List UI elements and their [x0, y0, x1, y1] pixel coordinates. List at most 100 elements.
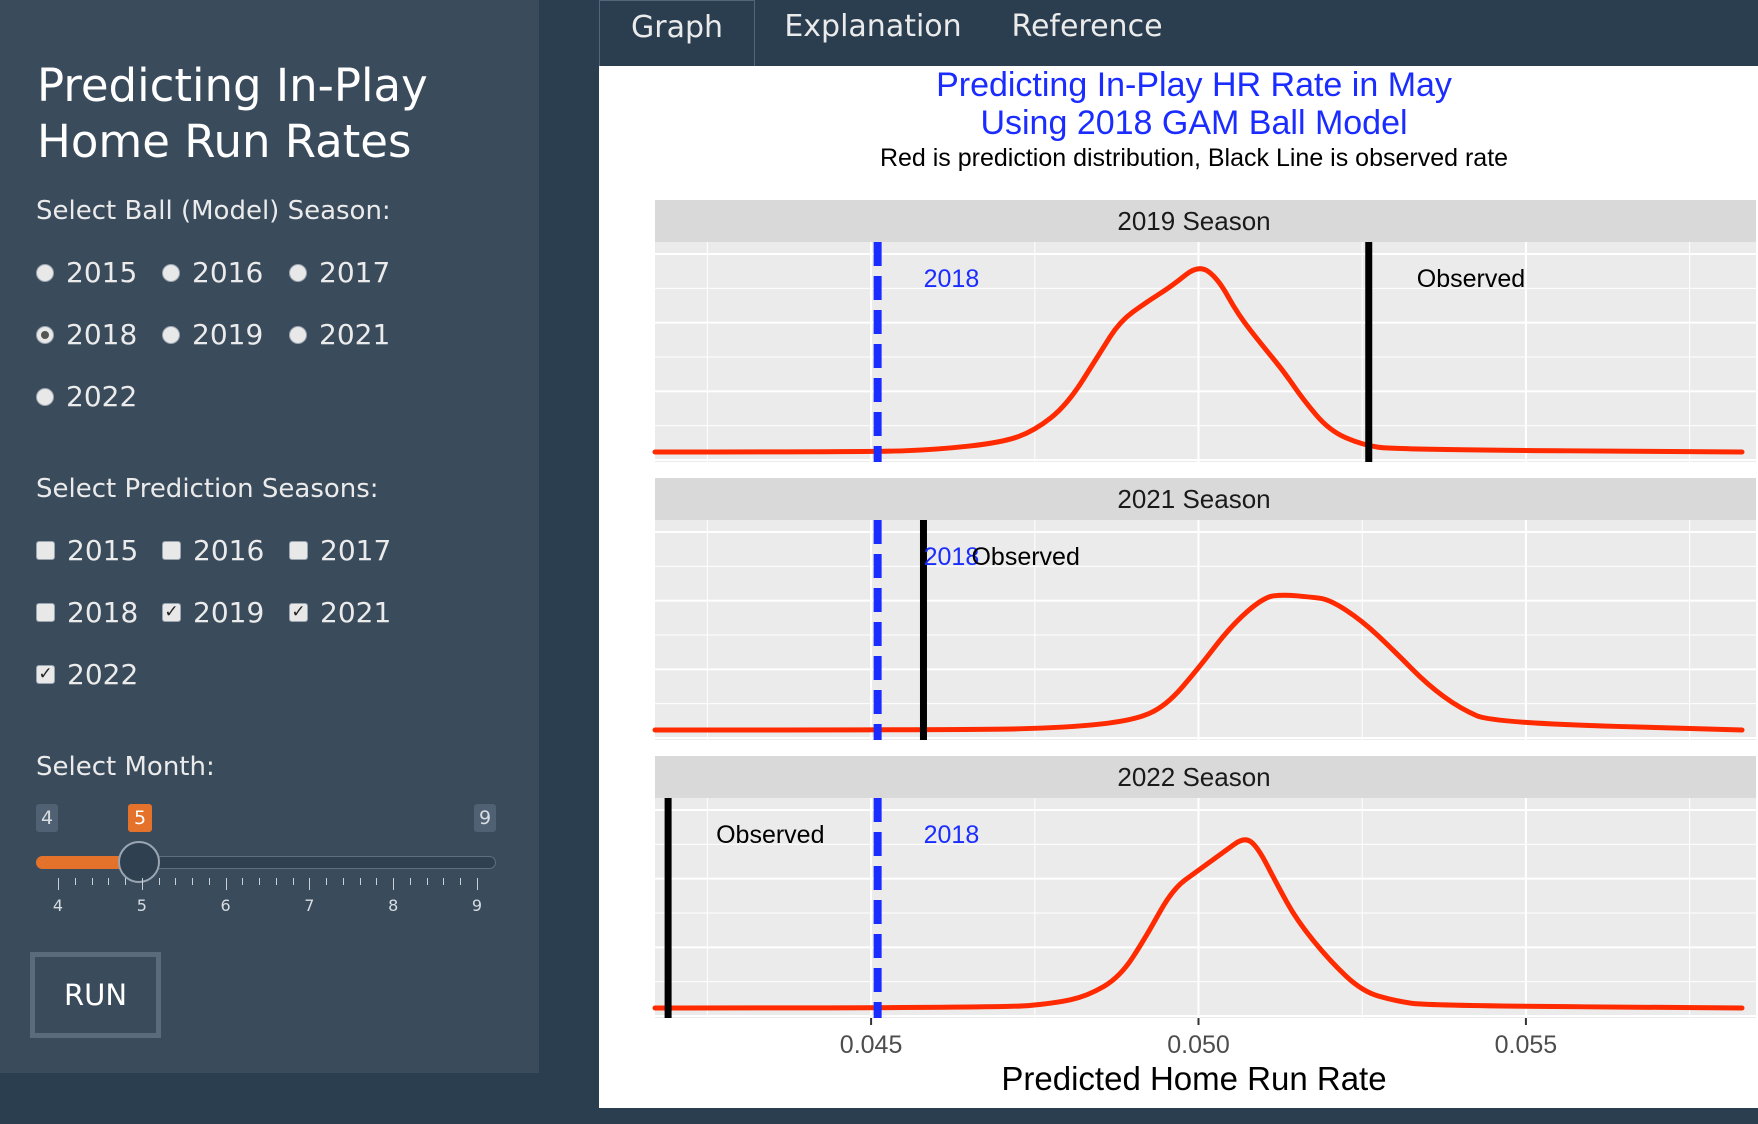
checkbox[interactable]: [36, 603, 55, 622]
ball-radio-2019[interactable]: 2019: [162, 318, 263, 351]
checkbox-checked[interactable]: ✓: [36, 665, 55, 684]
radio-button[interactable]: [162, 263, 180, 282]
slider-min-label: 4: [36, 804, 58, 832]
checkbox-checked[interactable]: ✓: [162, 603, 181, 622]
graph-panel: Predicting In-Play HR Rate in May Using 2…: [599, 66, 1758, 1108]
slider-minor-tick: [359, 878, 361, 885]
pred-check-2021[interactable]: ✓ 2021: [289, 596, 391, 629]
ball-radio-2021[interactable]: 2021: [289, 318, 390, 351]
slider-minor-tick: [409, 878, 411, 885]
slider-minor-tick: [125, 878, 127, 885]
month-slider[interactable]: 4 5 9 4 5 6 7 8 9: [36, 800, 498, 920]
radio-label: 2017: [319, 256, 391, 289]
pred-check-2015[interactable]: 2015: [36, 534, 138, 567]
slider-major-tick: [393, 878, 395, 890]
slider-tick-label: 7: [304, 896, 315, 915]
checkbox-checked[interactable]: ✓: [289, 603, 308, 622]
pred-check-2016[interactable]: 2016: [162, 534, 264, 567]
checkbox[interactable]: [36, 541, 55, 560]
ball-season-label: Select Ball (Model) Season:: [36, 196, 391, 226]
pred-check-2018[interactable]: 2018: [36, 596, 138, 629]
radio-button-selected[interactable]: [36, 325, 54, 344]
checkbox-label: 2017: [320, 534, 392, 567]
ball-radio-2022[interactable]: 2022: [36, 380, 137, 413]
radio-button[interactable]: [36, 263, 54, 282]
slider-minor-tick: [342, 878, 344, 885]
radio-button[interactable]: [36, 387, 54, 406]
slider-minor-tick: [292, 878, 294, 885]
model-season-label: 2018: [924, 821, 980, 849]
radio-button[interactable]: [289, 325, 307, 344]
observed-label: Observed: [971, 543, 1079, 571]
facet-strip-label: 2019 Season: [1117, 206, 1270, 236]
slider-tick-label: 5: [136, 896, 147, 915]
ball-radio-2017[interactable]: 2017: [289, 256, 390, 289]
radio-label: 2021: [319, 318, 391, 351]
x-axis-tick-label: 0.045: [840, 1031, 903, 1059]
slider-tick-label: 6: [220, 896, 231, 915]
slider-minor-tick: [326, 878, 328, 885]
x-axis-tick-label: 0.055: [1495, 1031, 1558, 1059]
chart-title-line2: Using 2018 GAM Ball Model: [980, 104, 1407, 142]
pred-check-2022[interactable]: ✓ 2022: [36, 658, 138, 691]
slider-minor-tick: [175, 878, 177, 885]
radio-label: 2015: [66, 256, 138, 289]
model-season-label: 2018: [924, 543, 980, 571]
pred-check-2019[interactable]: ✓ 2019: [162, 596, 264, 629]
checkbox-label: 2018: [67, 596, 139, 629]
x-axis-tick-label: 0.050: [1167, 1031, 1230, 1059]
observed-label: Observed: [716, 821, 824, 849]
chart-title-line1: Predicting In-Play HR Rate in May: [936, 66, 1452, 104]
density-curve: [652, 266, 1745, 455]
checkbox[interactable]: [289, 541, 308, 560]
facet-strip: [655, 478, 1756, 520]
model-season-label: 2018: [924, 265, 980, 293]
slider-minor-tick: [460, 878, 462, 885]
slider-minor-tick: [74, 878, 76, 885]
tab-explanation[interactable]: Explanation: [784, 9, 962, 44]
app-title: Predicting In-Play Home Run Rates: [37, 58, 517, 170]
density-curve: [652, 837, 1745, 1011]
radio-button[interactable]: [289, 263, 307, 282]
slider-minor-tick: [108, 878, 110, 885]
slider-tick-label: 9: [471, 896, 483, 915]
ball-radio-2018[interactable]: 2018: [36, 318, 137, 351]
facet-strip: [655, 200, 1756, 242]
tab-graph[interactable]: Graph: [599, 0, 755, 66]
slider-major-tick: [225, 878, 227, 890]
slider-major-tick: [309, 878, 311, 890]
slider-handle[interactable]: [118, 841, 160, 883]
checkbox[interactable]: [162, 541, 181, 560]
slider-minor-tick: [259, 878, 261, 885]
slider-max-label: 9: [474, 804, 496, 832]
chart-subtitle: Red is prediction distribution, Black Li…: [880, 144, 1508, 172]
ball-radio-2016[interactable]: 2016: [162, 256, 263, 289]
slider-major-tick: [477, 878, 478, 890]
slider-value-label: 5: [128, 804, 152, 832]
density-curve: [652, 592, 1745, 733]
slider-minor-tick: [426, 878, 428, 885]
checkbox-label: 2021: [320, 596, 392, 629]
slider-fill: [36, 856, 140, 869]
facet-strip: [655, 756, 1756, 798]
radio-label: 2019: [192, 318, 264, 351]
run-button[interactable]: RUN: [30, 952, 161, 1038]
sidebar: Predicting In-Play Home Run Rates Select…: [0, 0, 539, 1073]
checkbox-label: 2019: [193, 596, 265, 629]
slider-minor-tick: [242, 878, 244, 885]
slider-tick-label: 8: [388, 896, 399, 915]
checkbox-label: 2015: [67, 534, 139, 567]
panel-background: [655, 242, 1756, 462]
tab-reference[interactable]: Reference: [1011, 9, 1163, 44]
ball-radio-2015[interactable]: 2015: [36, 256, 137, 289]
radio-button[interactable]: [162, 325, 180, 344]
slider-minor-tick: [208, 878, 210, 885]
slider-minor-tick: [275, 878, 277, 885]
app-title-line1: Predicting In-Play: [37, 59, 428, 112]
checkbox-label: 2016: [193, 534, 265, 567]
slider-tick-label: 4: [52, 896, 64, 915]
panel-background: [655, 520, 1756, 740]
observed-label: Observed: [1417, 265, 1525, 293]
pred-check-2017[interactable]: 2017: [289, 534, 391, 567]
